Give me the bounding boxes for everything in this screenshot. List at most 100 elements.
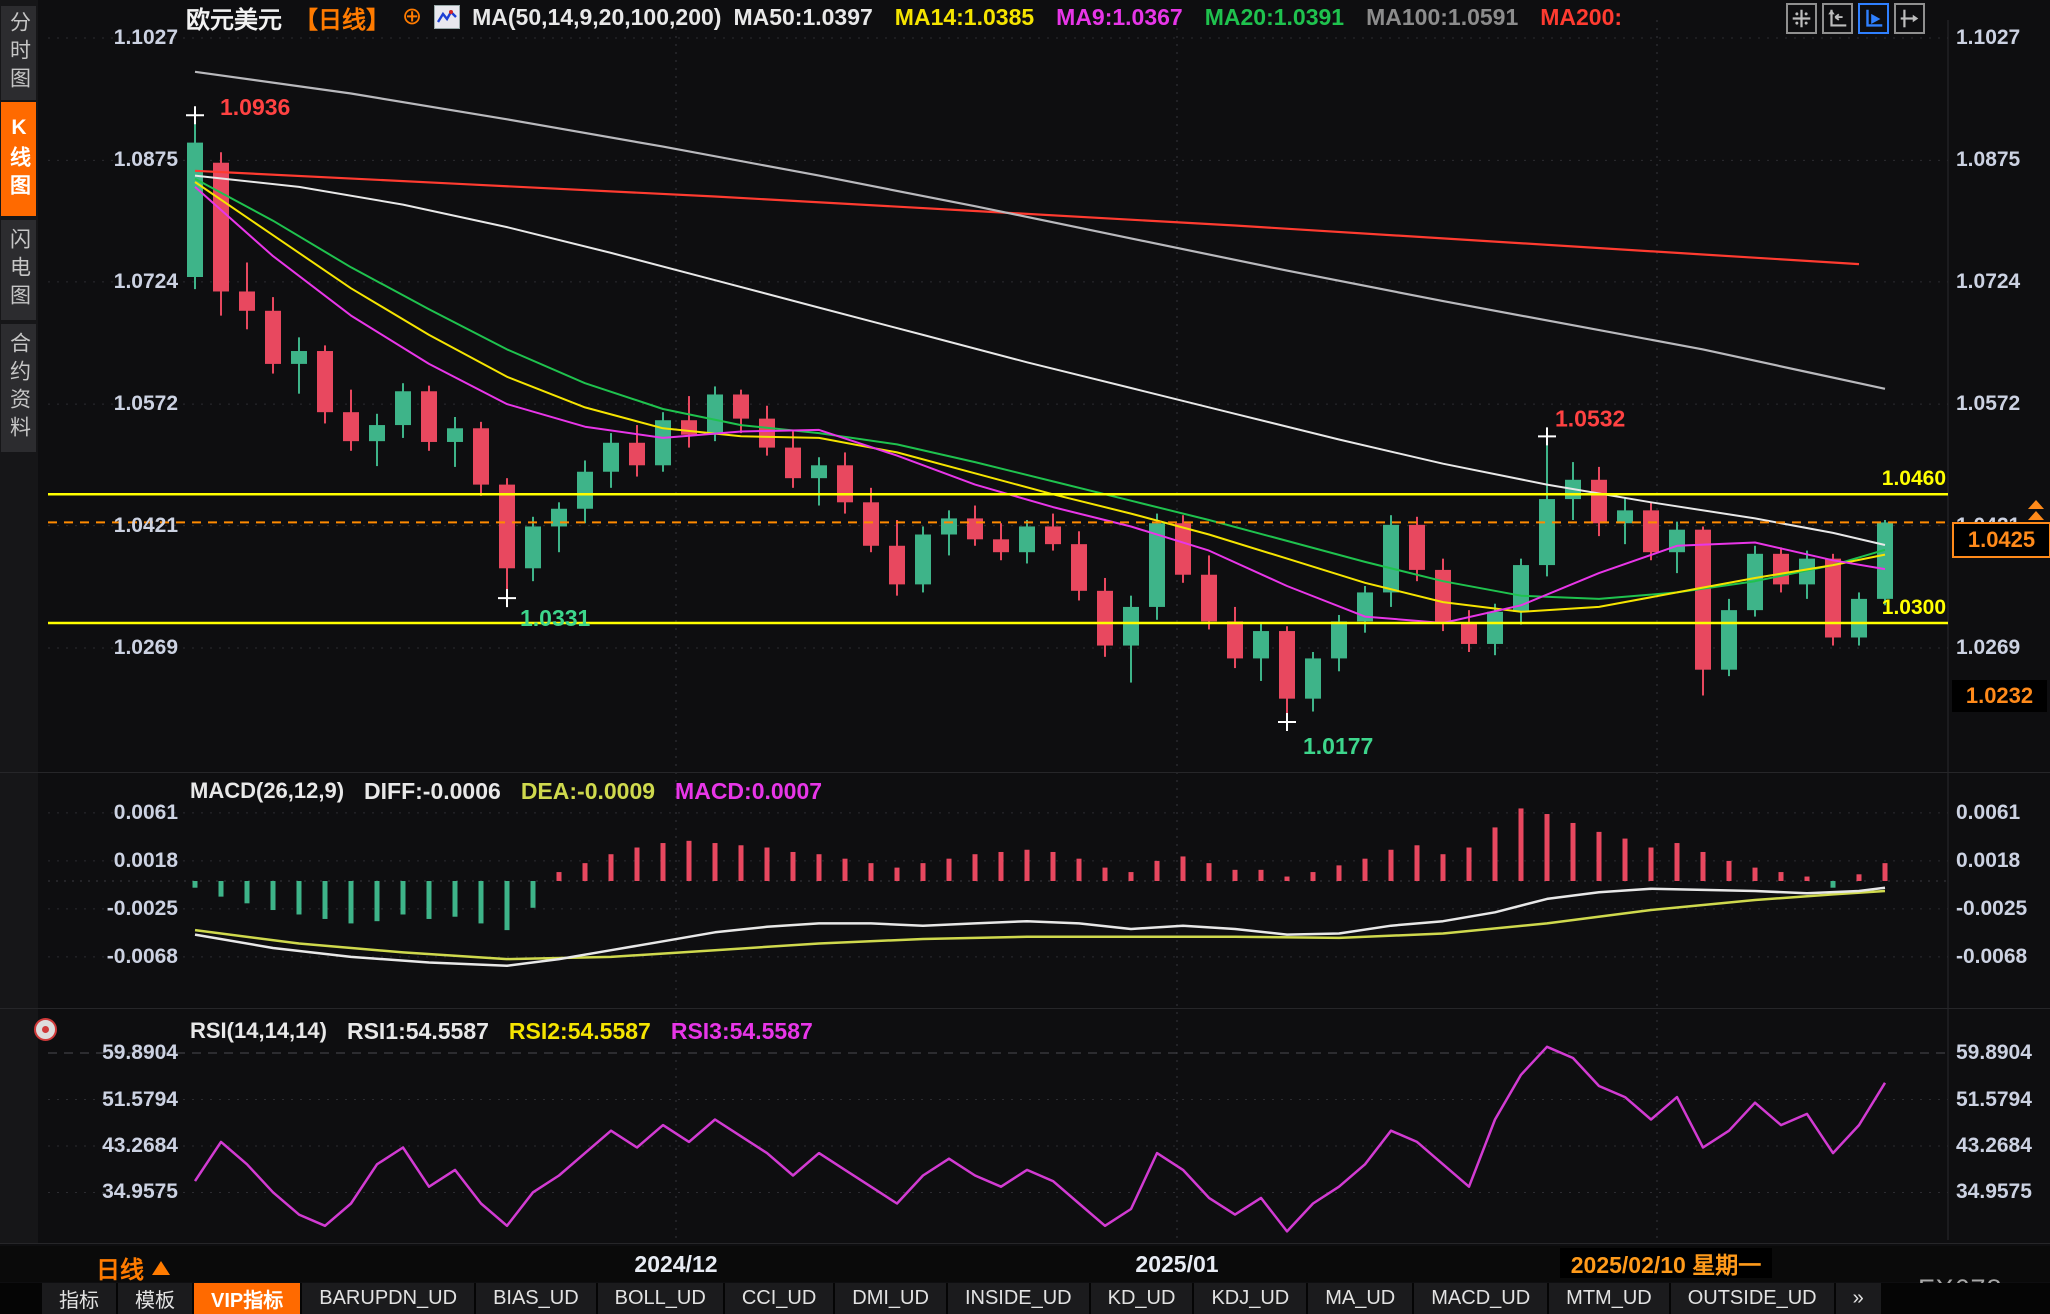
indicator-tab-BARUPDN_UD[interactable]: BARUPDN_UD [302,1283,475,1314]
circle-plus-icon[interactable]: ⊕ [402,3,423,30]
macd-bar [1024,849,1030,881]
macd-bar [1882,863,1888,881]
indicator-tab-MA_UD[interactable]: MA_UD [1308,1283,1413,1314]
candle-body [1331,621,1347,659]
candle-body [395,391,411,426]
candle-body [369,425,385,442]
macd-bar [1674,843,1680,881]
rsi-legend-item: RSI2:54.5587 [508,1018,651,1044]
macd-bar [946,858,952,881]
ma100-line [194,70,1886,390]
macd-bar [1128,872,1134,881]
last-price-badge: 1.0425 [1952,522,2050,559]
macd-bar [1232,869,1238,881]
macd-bar [244,881,250,904]
candle-body [1227,621,1243,659]
chart-type-icon[interactable] [434,5,461,29]
indicator-tab-bar: 指标 模板 VIP指标 BARUPDN_UD BIAS_UD BOLL_UD CCI_UD D… [0,1283,2050,1314]
candle-body [1773,553,1789,585]
candle-body [1643,510,1659,553]
price-annotation: 1.0177 [1303,733,1373,759]
annotation-cross-marker [498,589,516,608]
auto-scale-play-icon[interactable] [1858,3,1889,34]
candle-body [1617,510,1633,524]
macd-title: MACD(26,12,9) [190,778,345,803]
macd-dea-line [194,889,1886,961]
candle-body [1071,544,1087,591]
macd-bar [1180,856,1186,881]
sidebar-item-2[interactable]: 闪电图 [1,220,36,320]
macd-bar [1336,865,1342,881]
pan-crosshair-icon[interactable] [1786,3,1817,34]
macd-bar [426,881,432,919]
candle-body [811,465,827,479]
candle-body [967,518,983,540]
candle-body [265,310,281,364]
sidebar-item-0[interactable]: 分时图 [1,6,36,100]
indicator-tab-BIAS_UD[interactable]: BIAS_UD [476,1283,596,1314]
macd-bar [1570,822,1576,881]
macd-bar [1310,872,1316,881]
macd-bar [790,851,796,881]
indicator-tab-模板[interactable]: 模板 [118,1283,192,1314]
candle-body [993,539,1009,553]
macd-bar [296,881,302,915]
axis-shift-right-icon[interactable] [1894,3,1925,34]
indicator-tab-CCI_UD[interactable]: CCI_UD [724,1283,834,1314]
candle-body [603,442,619,472]
pane-divider [0,1243,2050,1244]
indicator-tab-MTM_UD[interactable]: MTM_UD [1549,1283,1669,1314]
candle-body [1149,523,1165,607]
ma-legend: MA50:1.0397 MA14:1.0385 MA9:1.0367 MA20:1.0… [733,4,1622,31]
candle-body [473,428,489,485]
macd-bar [1050,851,1056,881]
indicator-settings-icon[interactable] [34,1018,57,1041]
price-annotation: 1.0936 [220,94,290,120]
sidebar-item-3[interactable]: 合约资料 [1,324,36,452]
candle-body [1175,523,1191,575]
indicator-tab-MACD_UD[interactable]: MACD_UD [1414,1283,1548,1314]
macd-bar [894,867,900,881]
candle-body [707,394,723,435]
indicator-tab-KDJ_UD[interactable]: KDJ_UD [1194,1283,1307,1314]
macd-bar [1414,845,1420,881]
double-up-arrow-icon [2028,500,2044,522]
macd-bar [1440,854,1446,881]
indicator-tab-指标[interactable]: 指标 [42,1283,116,1314]
ma-legend-item: MA200: [1540,3,1623,30]
ma200-line [194,169,1860,266]
indicator-tab-OUTSIDE_UD[interactable]: OUTSIDE_UD [1670,1283,1834,1314]
indicator-tab-KD_UD[interactable]: KD_UD [1090,1283,1193,1314]
macd-legend-item: MACD:0.0007 [675,778,823,804]
candle-body [1669,529,1685,553]
candle-body [1409,524,1425,570]
candle-body [1695,529,1711,670]
macd-bar [270,881,276,911]
candle-body [1019,526,1035,553]
macd-bar [634,847,640,881]
indicator-tab-DMI_UD[interactable]: DMI_UD [835,1283,946,1314]
indicator-tab-»[interactable]: » [1835,1283,1881,1314]
candle-body [1097,590,1113,646]
date-gridline-label: 2024/12 [634,1251,718,1277]
period-tag[interactable]: 【日线】 [294,6,390,34]
indicator-tab-INSIDE_UD[interactable]: INSIDE_UD [947,1283,1089,1314]
period-selector[interactable]: 日线 [96,1250,170,1285]
indicator-tab-VIP指标[interactable]: VIP指标 [194,1283,301,1314]
macd-bar [816,854,822,881]
macd-bar [1102,867,1108,881]
axis-scale-left-icon[interactable] [1822,3,1853,34]
session-low-badge: 1.0232 [1952,679,2047,712]
ma-params-label: MA(50,14,9,20,100,200) [472,3,722,30]
macd-bar [1752,867,1758,881]
sidebar-item-1[interactable]: K线图 [1,102,36,216]
macd-bar [1648,847,1654,881]
macd-bar [348,881,354,924]
macd-bar [374,881,380,922]
indicator-tab-BOLL_UD[interactable]: BOLL_UD [597,1283,723,1314]
candle-body [941,518,957,535]
candle-body [629,442,645,466]
candle-body [1799,558,1815,585]
macd-bar [192,881,198,888]
